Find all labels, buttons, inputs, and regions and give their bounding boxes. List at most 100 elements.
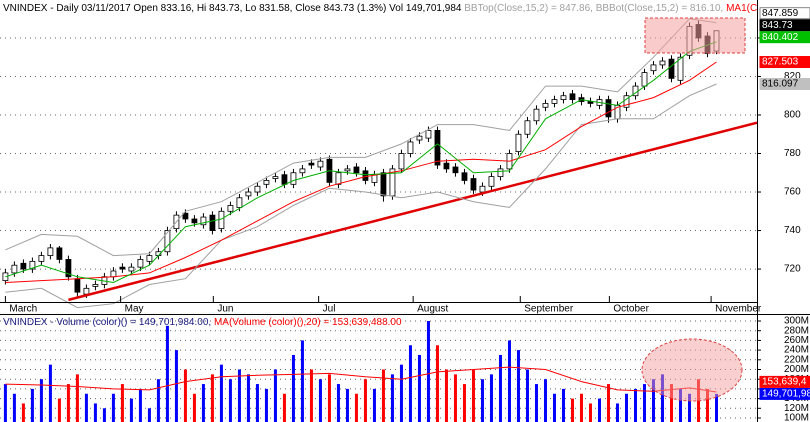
candle-body <box>263 180 270 185</box>
candle-body <box>524 120 531 135</box>
y-tick-label: 120M <box>784 403 809 414</box>
volume-bar <box>84 393 88 422</box>
candle-body <box>290 172 297 185</box>
y-tick-label: 200M <box>784 364 809 375</box>
volume-bar <box>291 354 295 422</box>
candle-body <box>650 64 657 72</box>
value-label: 840.402 <box>762 32 799 43</box>
volume-bar <box>480 379 484 422</box>
x-tick-label: March <box>9 304 37 315</box>
volume-bar <box>714 393 718 422</box>
volume-bar <box>462 384 466 422</box>
volume-bar <box>534 384 538 422</box>
candle-body <box>11 264 18 274</box>
candle-body <box>641 72 648 87</box>
volume-bar <box>642 384 646 422</box>
legend-entry: MA(Volume (color)(),20) = 153,639,488.00 <box>214 317 402 328</box>
volume-bar <box>75 374 79 422</box>
value-label-box <box>759 19 810 32</box>
volume-bar <box>588 403 592 422</box>
candle-body <box>380 172 387 197</box>
candle-body <box>362 170 369 181</box>
candle-body <box>488 176 495 187</box>
indicator-line <box>5 61 717 283</box>
y-tick-label: 760 <box>784 187 801 198</box>
candle-body <box>470 178 477 191</box>
volume-bar <box>570 398 574 422</box>
volume-bar <box>219 364 223 422</box>
volume-bar <box>12 393 16 422</box>
candle-body <box>659 60 666 66</box>
candle-body <box>344 168 351 172</box>
y-tick-label: 260M <box>784 335 809 346</box>
candle-body <box>317 160 324 168</box>
volume-bar <box>372 388 376 422</box>
volume-bar <box>651 379 655 422</box>
volume-bar <box>381 369 385 422</box>
legend-entry: MA1(Close,20) = 827.50, <box>726 3 810 14</box>
volume-bar <box>705 388 709 422</box>
candle-body <box>479 185 486 193</box>
candle-body <box>407 141 414 154</box>
candle-body <box>128 266 135 272</box>
candle-body <box>137 259 144 268</box>
candle-body <box>560 95 567 100</box>
candle-body <box>182 212 189 220</box>
candle-body <box>515 133 522 152</box>
volume-bar <box>363 379 367 422</box>
candle-body <box>227 205 234 212</box>
candle-body <box>443 162 450 170</box>
volume-bar <box>102 408 106 422</box>
value-label-box <box>759 7 810 20</box>
volume-bar <box>93 403 97 422</box>
candle-body <box>191 218 198 224</box>
value-label-box <box>759 56 810 69</box>
volume-bar <box>165 325 169 422</box>
volume-bar <box>39 379 43 422</box>
volume-bar <box>354 393 358 422</box>
volume-bar <box>129 398 133 422</box>
candle-body <box>146 255 153 262</box>
volume-bar <box>183 369 187 422</box>
volume-bar <box>174 350 178 422</box>
value-label: 827.503 <box>762 57 799 68</box>
y-tick-label: 100M <box>784 413 809 422</box>
value-label-box <box>759 387 810 400</box>
candle-body <box>38 255 45 262</box>
volume-bar <box>120 384 124 422</box>
candle-body <box>245 191 252 197</box>
candle-body <box>65 259 72 278</box>
y-tick-label: 220M <box>784 354 809 365</box>
volume-bar <box>156 379 160 422</box>
volume-bar <box>210 374 214 422</box>
y-tick-label: 240M <box>784 345 809 356</box>
candle-body <box>623 95 630 108</box>
candle-body <box>164 230 171 253</box>
volume-bar <box>660 374 664 422</box>
highlight-ellipse <box>641 338 743 402</box>
volume-bar <box>453 374 457 422</box>
volume-bar <box>246 374 250 422</box>
candle-body <box>398 153 405 170</box>
volume-bar <box>147 408 151 422</box>
volume-bar <box>444 369 448 422</box>
volume-bar <box>273 369 277 422</box>
candle-body <box>308 162 315 166</box>
chart-title: VNINDEX - Daily 03/11/2017 Open 833.16, … <box>3 3 462 14</box>
chart-title: VNINDEX - Volume (color)() = 149,701,984… <box>3 317 211 328</box>
highlight-box <box>644 17 746 54</box>
candle-body <box>551 99 558 104</box>
trendline <box>68 121 757 302</box>
legend-entry: BBTop(Close,15,2) = 847.86, <box>464 3 593 14</box>
candle-body <box>425 129 432 139</box>
value-label: 149,701,98 <box>762 389 810 400</box>
indicator-line <box>5 366 717 393</box>
x-tick-label: October <box>613 304 649 315</box>
value-label: 843.73 <box>762 20 793 31</box>
candle-body <box>497 168 504 178</box>
volume-bar <box>192 393 196 422</box>
candle-body <box>74 278 81 293</box>
volume-bar <box>669 384 673 422</box>
